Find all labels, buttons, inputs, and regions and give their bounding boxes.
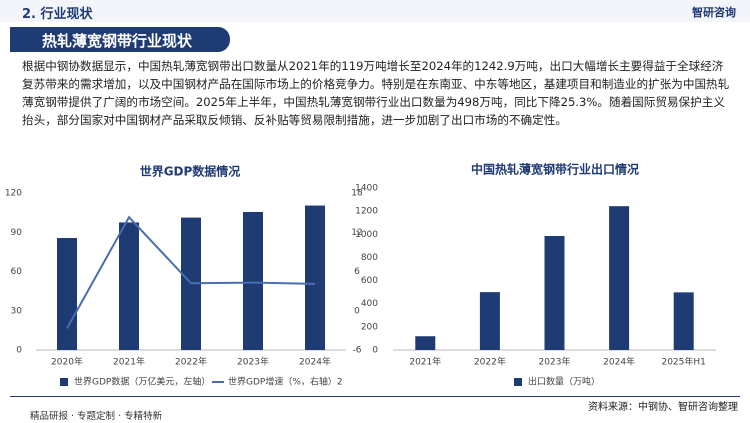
bar: [479, 292, 500, 350]
bar: [243, 211, 263, 350]
logo: 智研咨询: [692, 6, 736, 19]
y2-tick-label: -6: [353, 346, 362, 356]
x-tick-label: 2023年: [539, 356, 571, 368]
y2-tick-label: 12: [351, 228, 362, 238]
y2-tick-label: 0: [354, 306, 360, 316]
y2-tick-label: 18: [351, 189, 363, 199]
x-tick-label: 2025年H1: [661, 356, 705, 368]
x-tick-label: 2024年: [299, 356, 331, 368]
chart-title: 世界GDP数据情况: [140, 164, 241, 179]
y-tick-label: 120: [5, 189, 22, 199]
y-tick-label: 60: [11, 267, 23, 277]
bar: [673, 292, 694, 350]
source: 资料来源：中钢协、智研咨询整理: [588, 402, 738, 413]
legend-label: 世界GDP数据（万亿美元，左轴）: [74, 376, 210, 388]
paragraph: 根据中钢协数据显示，中国热轧薄宽钢带出口数量从2021年的119万吨增长至202…: [22, 59, 730, 127]
bar: [609, 206, 630, 350]
footer-rule: [10, 396, 740, 397]
line: [66, 215, 316, 329]
title-banner: 热轧薄宽钢带行业现状: [10, 27, 230, 52]
bar: [57, 238, 77, 350]
x-tick-label: 2022年: [175, 356, 207, 368]
y-tick-label: 1000: [355, 230, 378, 240]
y-tick-label: 0: [372, 346, 378, 356]
x-tick-label: 2020年: [51, 356, 83, 368]
bar: [119, 222, 139, 350]
bar: [305, 205, 325, 350]
page-title: 热轧薄宽钢带行业现状: [42, 32, 193, 50]
footer: 精品研报 · 专题定制 · 专精特新: [30, 411, 163, 422]
bar: [544, 236, 565, 350]
y-tick-label: 1200: [355, 207, 378, 217]
y-tick-label: 0: [16, 346, 22, 356]
legend-label: 世界GDP增速（%，右轴）2: [228, 376, 343, 388]
y2-tick-label: 6: [354, 267, 360, 277]
section-label: 2. 行业现状: [22, 7, 93, 22]
bar: [415, 336, 436, 350]
top-bar: 2. 行业现状 智研咨询: [0, 0, 750, 22]
legend-swatch: [60, 378, 68, 386]
chart-title: 中国热轧薄宽钢带行业出口情况: [471, 162, 639, 177]
y-tick-label: 600: [361, 276, 378, 286]
x-tick-label: 2023年: [237, 356, 269, 368]
legend-label: 出口数量（万吨）: [528, 376, 600, 388]
x-tick-label: 2021年: [409, 356, 441, 368]
y-tick-label: 400: [361, 299, 378, 309]
y-tick-label: 800: [361, 253, 378, 263]
legend-swatch: [514, 378, 522, 386]
x-tick-label: 2021年: [113, 356, 145, 368]
y-tick-label: 200: [361, 322, 378, 332]
y-tick-label: 1400: [355, 184, 378, 194]
y-tick-label: 30: [11, 306, 23, 316]
y-tick-label: 90: [11, 228, 23, 238]
x-tick-label: 2022年: [474, 356, 506, 368]
x-tick-label: 2024年: [603, 356, 635, 368]
